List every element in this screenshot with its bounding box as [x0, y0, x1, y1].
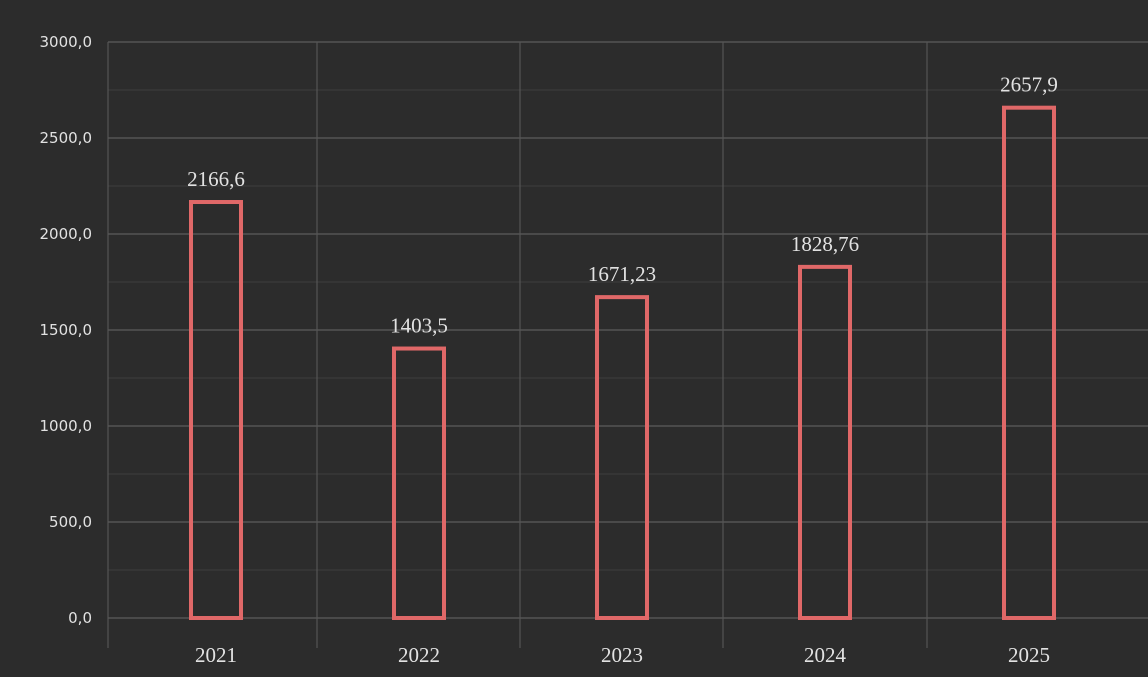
y-tick-label: 1500,0 — [40, 321, 93, 339]
y-tick-label: 1000,0 — [40, 417, 93, 435]
x-tick-label-2021: 2021 — [195, 643, 237, 667]
data-label-2022: 1403,5 — [390, 314, 448, 338]
bar-2025 — [1002, 105, 1056, 620]
data-label-2025: 2657,9 — [1000, 73, 1058, 97]
y-tick-label: 2500,0 — [40, 129, 93, 147]
bar-2023 — [595, 295, 649, 620]
x-tick-label-2025: 2025 — [1008, 643, 1050, 667]
grid-lines — [107, 41, 1148, 648]
y-tick-label: 3000,0 — [40, 33, 93, 51]
data-labels: 2166,6 1403,5 1671,23 1828,76 2657,9 — [187, 73, 1058, 338]
bar-2021 — [189, 200, 243, 621]
x-tick-label-2023: 2023 — [601, 643, 643, 667]
data-label-2023: 1671,23 — [588, 262, 656, 286]
y-tick-label: 2000,0 — [40, 225, 93, 243]
y-axis-tick-labels: 0,0 500,0 1000,0 1500,0 2000,0 2500,0 3000,0 — [40, 33, 93, 627]
y-tick-label: 0,0 — [68, 609, 92, 627]
data-label-2021: 2166,6 — [187, 167, 245, 191]
y-tick-label: 500,0 — [49, 513, 92, 531]
bars — [189, 105, 1056, 621]
data-label-2024: 1828,76 — [791, 232, 859, 256]
x-tick-label-2022: 2022 — [398, 643, 440, 667]
bar-2024 — [798, 264, 852, 620]
bar-2022 — [392, 346, 446, 620]
x-tick-label-2024: 2024 — [804, 643, 847, 667]
x-axis-tick-labels: 2021 2022 2023 2024 2025 — [195, 643, 1050, 667]
